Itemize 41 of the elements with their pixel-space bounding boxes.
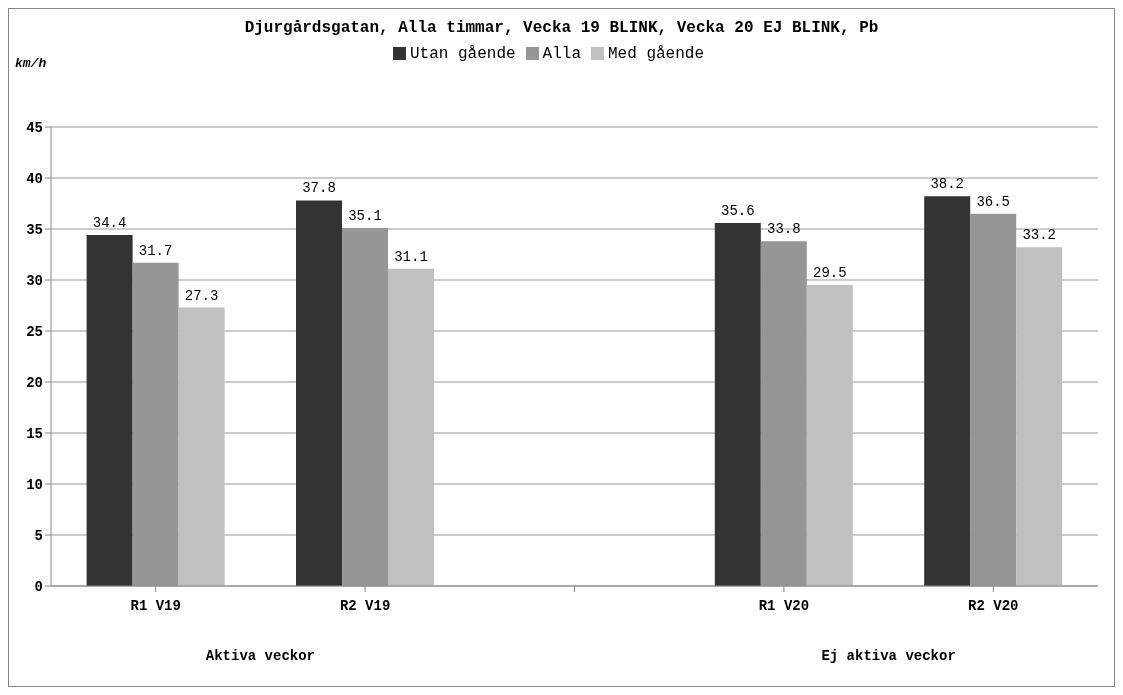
data-label: 31.7 [138,242,173,259]
y-tick-label: 10 [26,476,43,493]
y-tick-label: 25 [26,323,43,340]
chart-title: Djurgårdsgatan, Alla timmar, Vecka 19 BLINK, Vecka 20 EJ BLINK, Pb [243,19,880,37]
y-tick-label: 0 [34,578,43,595]
bar [296,200,342,586]
data-label: 34.4 [92,215,127,232]
legend-label: Utan gående [409,45,516,63]
legend-label: Med gående [608,45,705,63]
y-tick-label: 30 [26,272,43,289]
x-tick-label: R1 V20 [758,597,810,614]
data-label: 35.1 [348,207,382,224]
bar [86,235,133,586]
data-label: 38.2 [930,176,964,193]
y-axis-title: km/h [15,56,47,71]
data-label: 33.8 [766,221,801,238]
data-label: 35.6 [720,202,755,219]
bar [1016,247,1063,586]
data-label: 37.8 [302,180,336,197]
x-tick-label: R2 V20 [968,597,1019,614]
y-tick-label: 20 [26,374,43,391]
text: Ej aktiva veckor [820,648,957,664]
legend-label: Alla [542,45,581,63]
y-tick-label: 35 [26,221,43,238]
x-tick-label: R2 V19 [339,597,391,614]
y-tick-label: 15 [26,425,43,442]
x-tick-label: R1 V19 [130,597,181,614]
data-label: 36.5 [976,193,1010,210]
bar [924,196,971,586]
text: Aktiva veckor [204,648,316,664]
data-label: 33.2 [1022,227,1056,244]
data-label: 29.5 [812,265,847,282]
y-tick-label: 45 [26,119,43,136]
bar [714,222,761,586]
y-tick-label: 40 [26,170,43,187]
bar [806,285,853,586]
bar [178,307,225,586]
data-label: 27.3 [184,287,219,304]
bar [388,268,434,586]
y-tick-label: 5 [34,527,43,544]
data-label: 31.1 [394,248,428,265]
